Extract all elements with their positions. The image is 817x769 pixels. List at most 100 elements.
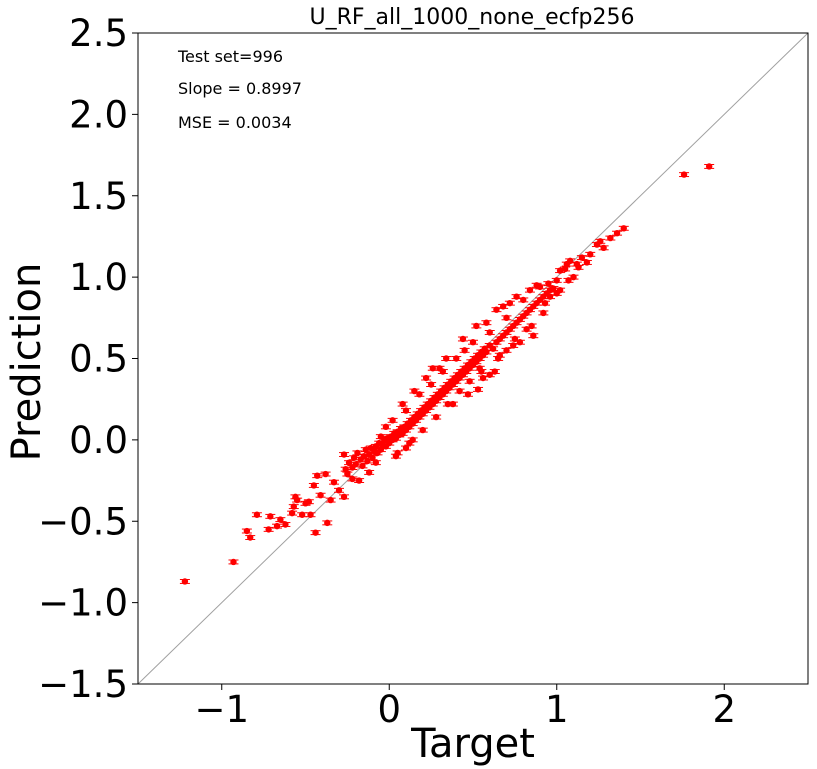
point-marker bbox=[307, 511, 314, 518]
point-marker bbox=[520, 296, 527, 304]
data-point bbox=[401, 407, 411, 414]
point-marker bbox=[523, 326, 530, 333]
point-marker bbox=[427, 381, 435, 388]
point-marker bbox=[310, 482, 318, 489]
data-point bbox=[498, 303, 509, 310]
data-point bbox=[421, 374, 432, 382]
data-point bbox=[334, 487, 344, 494]
point-marker bbox=[422, 374, 430, 382]
point-marker bbox=[506, 299, 514, 307]
point-marker bbox=[489, 345, 497, 352]
data-point bbox=[595, 238, 606, 245]
point-marker bbox=[453, 355, 460, 362]
data-point bbox=[228, 558, 239, 566]
data-point bbox=[471, 322, 482, 330]
x-axis-label: Target bbox=[410, 721, 535, 767]
point-marker bbox=[546, 293, 554, 300]
point-marker bbox=[583, 259, 591, 266]
point-marker bbox=[587, 251, 594, 258]
data-point bbox=[417, 426, 428, 434]
data-point bbox=[322, 519, 333, 527]
point-marker bbox=[461, 347, 468, 354]
data-point bbox=[504, 299, 515, 307]
point-marker bbox=[354, 449, 361, 457]
point-marker bbox=[680, 171, 688, 178]
point-marker bbox=[613, 229, 621, 237]
plot-area bbox=[137, 32, 809, 685]
point-marker bbox=[429, 365, 436, 372]
point-marker bbox=[466, 378, 473, 385]
point-marker bbox=[483, 348, 490, 356]
point-marker bbox=[541, 299, 549, 307]
data-point bbox=[350, 461, 361, 468]
data-point bbox=[524, 286, 535, 294]
point-marker bbox=[456, 387, 463, 395]
point-marker bbox=[536, 283, 544, 291]
data-point bbox=[484, 329, 495, 336]
data-point bbox=[354, 477, 365, 484]
point-marker bbox=[565, 277, 572, 284]
point-marker bbox=[550, 285, 557, 292]
y-axis-label: Prediction bbox=[4, 263, 50, 462]
y-tick-label: 2.5 bbox=[69, 12, 128, 55]
data-point bbox=[263, 526, 274, 533]
data-point bbox=[551, 277, 562, 284]
annotation-slope: Slope = 0.8997 bbox=[178, 79, 302, 98]
point-marker bbox=[469, 339, 477, 346]
data-point bbox=[397, 400, 408, 408]
data-point bbox=[297, 511, 308, 518]
point-marker bbox=[561, 265, 569, 273]
point-marker bbox=[377, 433, 385, 440]
point-marker bbox=[273, 522, 281, 530]
point-marker bbox=[436, 365, 443, 372]
data-point bbox=[585, 251, 596, 258]
data-point bbox=[409, 387, 420, 395]
point-marker bbox=[545, 280, 552, 287]
point-marker bbox=[335, 487, 343, 494]
point-marker bbox=[360, 452, 368, 460]
point-marker bbox=[342, 465, 349, 473]
point-marker bbox=[402, 444, 410, 452]
data-point bbox=[464, 378, 475, 385]
point-marker bbox=[503, 314, 510, 322]
point-marker bbox=[493, 306, 500, 313]
point-marker bbox=[443, 355, 450, 362]
data-point bbox=[339, 451, 350, 458]
point-marker bbox=[350, 454, 358, 461]
point-marker bbox=[476, 365, 483, 372]
point-marker bbox=[317, 492, 324, 499]
data-point bbox=[576, 254, 587, 261]
data-point bbox=[540, 299, 551, 307]
x-tick-label: 2 bbox=[712, 688, 736, 731]
data-point bbox=[459, 347, 470, 354]
point-marker bbox=[181, 578, 189, 585]
data-point bbox=[481, 348, 492, 356]
data-point bbox=[518, 296, 529, 304]
point-marker bbox=[600, 244, 607, 252]
data-point bbox=[328, 478, 339, 486]
point-marker bbox=[312, 529, 319, 536]
y-tick-label: 2.0 bbox=[69, 93, 128, 136]
data-point bbox=[352, 449, 363, 457]
point-marker bbox=[575, 264, 582, 271]
data-point bbox=[339, 493, 350, 501]
data-point bbox=[474, 365, 485, 372]
data-point bbox=[342, 470, 353, 478]
point-marker bbox=[473, 322, 480, 330]
point-marker bbox=[419, 426, 426, 434]
data-point bbox=[494, 352, 505, 359]
x-tick-label: 1 bbox=[545, 688, 569, 731]
point-marker bbox=[513, 293, 520, 300]
point-marker bbox=[479, 374, 487, 382]
y-axis: −1.5 −1.0 −0.5 0.0 0.5 1.0 1.5 2.0 2.5 bbox=[38, 12, 138, 706]
data-point bbox=[484, 371, 495, 378]
data-point bbox=[370, 459, 381, 466]
point-marker bbox=[540, 309, 547, 317]
chart-title: U_RF_all_1000_none_ecfp256 bbox=[310, 5, 635, 30]
point-marker bbox=[553, 277, 560, 284]
point-marker bbox=[359, 462, 366, 470]
point-marker bbox=[362, 446, 369, 453]
data-point bbox=[491, 306, 502, 313]
data-point bbox=[364, 469, 375, 476]
data-point bbox=[612, 229, 623, 237]
